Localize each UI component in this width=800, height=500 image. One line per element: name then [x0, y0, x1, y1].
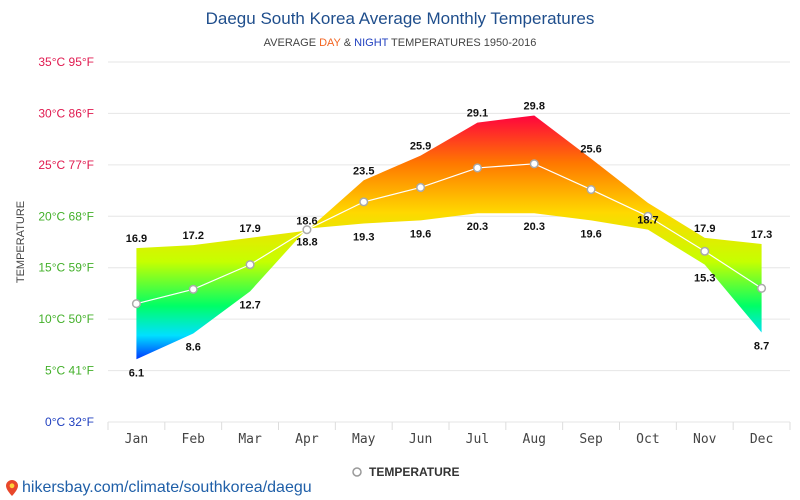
x-tick-label: Dec	[750, 432, 773, 447]
data-label: 20.3	[467, 221, 488, 233]
x-tick-label: Nov	[693, 432, 717, 447]
temperature-point[interactable]	[529, 159, 539, 169]
data-label: 25.9	[410, 141, 431, 153]
legend-marker-icon	[352, 467, 362, 477]
data-label: 15.3	[694, 273, 715, 285]
y-tick-label: 10°C 50°F	[38, 312, 94, 326]
x-axis-ticks: Jan Feb Mar Apr May Jun Jul Aug Sep Oct Nov Dec	[107, 422, 791, 447]
temperature-point[interactable]	[245, 260, 255, 270]
data-label: 8.7	[754, 341, 769, 353]
footer-link[interactable]: hikersbay.com/climate/southkorea/daegu	[6, 479, 312, 497]
map-pin-icon	[6, 480, 18, 496]
temperature-point[interactable]	[643, 211, 653, 221]
y-tick-label: 25°C 77°F	[38, 158, 94, 172]
data-label: 17.9	[239, 223, 260, 235]
data-label: 19.6	[410, 228, 431, 240]
data-label: 23.5	[353, 165, 374, 177]
value-labels: 16.9 17.2 17.9 18.6 23.5 25.9 29.1 29.8 25.6 17.9…	[126, 100, 773, 379]
temperature-point[interactable]	[359, 197, 369, 207]
data-label: 25.6	[580, 144, 601, 156]
data-label: 29.1	[467, 108, 488, 120]
data-label: 19.3	[353, 231, 374, 243]
x-tick-label: Jun	[409, 432, 432, 447]
temperature-point[interactable]	[302, 225, 312, 235]
x-tick-label: Aug	[523, 432, 546, 447]
legend-label: TEMPERATURE	[369, 465, 459, 479]
data-label: 18.8	[296, 237, 317, 249]
y-tick-label: 35°C 95°F	[38, 55, 94, 69]
temperature-point[interactable]	[472, 163, 482, 173]
data-label: 6.1	[129, 367, 144, 379]
temperature-point[interactable]	[757, 283, 767, 293]
y-tick-label: 20°C 68°F	[38, 209, 94, 223]
subtitle-suffix: TEMPERATURES 1950-2016	[388, 37, 536, 49]
y-tick-label: 15°C 59°F	[38, 261, 94, 275]
y-axis-ticks: 0°C 32°F 5°C 41°F 10°C 50°F 15°C 59°F 20°C 6…	[38, 55, 94, 429]
temperature-point[interactable]	[416, 182, 426, 193]
chart-subtitle: AVERAGE DAY & NIGHT TEMPERATURES 1950-20…	[264, 37, 537, 49]
subtitle-amp: &	[341, 37, 354, 49]
temperature-point[interactable]	[131, 299, 141, 309]
data-label: 29.8	[524, 100, 545, 112]
data-label: 19.6	[580, 228, 601, 240]
data-label: 20.3	[524, 221, 545, 233]
y-tick-label: 30°C 86°F	[38, 106, 94, 120]
data-label: 8.6	[186, 342, 201, 354]
temperature-point[interactable]	[586, 184, 596, 195]
data-label: 16.9	[126, 233, 147, 245]
data-label: 18.7	[637, 215, 658, 227]
chart-title: Daegu South Korea Average Monthly Temper…	[206, 9, 595, 28]
subtitle-night: NIGHT	[354, 37, 389, 49]
temperature-point[interactable]	[188, 284, 198, 294]
data-label: 18.6	[296, 216, 317, 228]
data-label: 17.2	[183, 230, 204, 242]
x-tick-label: Jan	[125, 432, 148, 447]
x-tick-label: Oct	[636, 432, 659, 447]
legend[interactable]: TEMPERATURE	[352, 465, 459, 479]
day-night-band	[136, 115, 762, 360]
temperature-points	[131, 159, 767, 309]
subtitle-prefix: AVERAGE	[264, 37, 319, 49]
x-tick-label: Sep	[579, 432, 603, 447]
data-label: 12.7	[239, 299, 260, 311]
x-tick-label: Apr	[295, 432, 319, 447]
y-tick-label: 0°C 32°F	[45, 415, 94, 429]
x-tick-label: May	[352, 432, 376, 447]
y-axis-title: TEMPERATURE	[15, 201, 27, 283]
x-tick-label: Mar	[238, 432, 262, 447]
temperature-line	[136, 163, 762, 305]
subtitle-day: DAY	[319, 37, 341, 49]
x-tick-label: Feb	[182, 432, 206, 447]
data-label: 17.9	[694, 223, 715, 235]
y-tick-label: 5°C 41°F	[45, 364, 94, 378]
temperature-point[interactable]	[700, 246, 710, 256]
data-label: 17.3	[751, 229, 772, 241]
x-tick-label: Jul	[466, 432, 489, 447]
footer-url: hikersbay.com/climate/southkorea/daegu	[22, 479, 312, 496]
